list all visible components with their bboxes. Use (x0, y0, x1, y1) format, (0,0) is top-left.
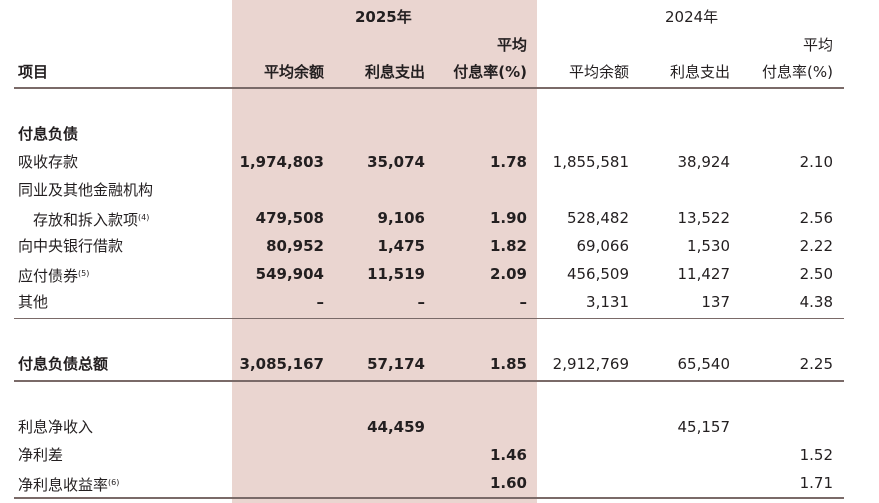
row-label: 其他 (18, 293, 49, 311)
table-cell: 479,508 (255, 209, 324, 227)
row-label: 利息净收入 (18, 418, 94, 436)
table-cell: 2.22 (799, 237, 833, 255)
bottom-rule (14, 497, 844, 499)
row-label: 存放和拆入款项(4) (33, 211, 150, 229)
row-label: 吸收存款 (18, 153, 79, 171)
table-cell: 1.46 (489, 446, 527, 464)
header-year-2024: 2024年 (665, 8, 719, 26)
table-cell: 1,855,581 (552, 153, 629, 171)
header-2024-rate: 付息率(%) (762, 63, 833, 81)
table-cell: 35,074 (367, 153, 425, 171)
row-label: 同业及其他金融机构 (18, 181, 154, 199)
table-cell: 528,482 (566, 209, 629, 227)
table-cell: 65,540 (677, 355, 731, 373)
table-cell: 57,174 (367, 355, 425, 373)
table-cell: 3,085,167 (239, 355, 324, 373)
table-cell: 2,912,769 (552, 355, 629, 373)
table-cell: 38,924 (677, 153, 731, 171)
header-2024-avg-balance: 平均余额 (568, 63, 629, 81)
table-cell: 3,131 (586, 293, 629, 311)
row-label: 应付债券(5) (18, 267, 90, 285)
total-row-label: 付息负债总额 (18, 355, 109, 373)
table-cell: 549,904 (255, 265, 324, 283)
table-cell: 9,106 (377, 209, 425, 227)
header-2024-rate-top: 平均 (802, 36, 833, 54)
table-cell: 1,530 (687, 237, 730, 255)
table-cell: 2.56 (799, 209, 833, 227)
header-year-2025: 2025年 (355, 8, 412, 26)
table-cell: 45,157 (677, 418, 731, 436)
table-cell: 1.60 (489, 474, 527, 492)
table-cell: 2.10 (799, 153, 833, 171)
header-2024-interest-expense: 利息支出 (669, 63, 730, 81)
table-cell: 4.38 (799, 293, 833, 311)
header-item: 项目 (18, 63, 49, 81)
table-cell: 11,519 (367, 265, 425, 283)
table-cell: 11,427 (677, 265, 731, 283)
table-cell: 137 (701, 293, 730, 311)
header-2025-interest-expense: 利息支出 (364, 63, 425, 81)
footnote-marker: (5) (78, 269, 90, 278)
header-2025-avg-balance: 平均余额 (263, 63, 324, 81)
table-cell: 1.85 (489, 355, 527, 373)
total-rule (14, 380, 844, 382)
row-label: 向中央银行借款 (18, 237, 124, 255)
subtotal-rule (14, 318, 844, 319)
footnote-marker: (6) (108, 478, 120, 487)
table-cell: 1.71 (799, 474, 833, 492)
table-cell: 69,066 (576, 237, 630, 255)
header-2025-rate: 付息率(%) (453, 63, 527, 81)
table-cell: – (316, 293, 325, 311)
section-label: 付息负债 (18, 125, 79, 143)
row-label: 净利差 (18, 446, 64, 464)
table-cell: 2.09 (489, 265, 527, 283)
table-cell: 456,509 (566, 265, 629, 283)
table-cell: 1.82 (489, 237, 527, 255)
table-cell: 1.52 (799, 446, 833, 464)
header-rule (14, 87, 844, 89)
row-label: 净利息收益率(6) (18, 476, 120, 494)
table-cell: 1.78 (489, 153, 527, 171)
table-cell: 1,974,803 (239, 153, 324, 171)
table-cell: 13,522 (677, 209, 731, 227)
table-cell: 1.90 (489, 209, 527, 227)
table-cell: – (417, 293, 426, 311)
current-year-column-shading (232, 0, 537, 503)
table-cell: 1,475 (377, 237, 425, 255)
table-cell: – (519, 293, 528, 311)
table-cell: 2.25 (799, 355, 833, 373)
header-2025-rate-top: 平均 (496, 36, 527, 54)
table-cell: 80,952 (266, 237, 324, 255)
footnote-marker: (4) (138, 213, 150, 222)
table-cell: 44,459 (367, 418, 425, 436)
table-cell: 2.50 (799, 265, 833, 283)
